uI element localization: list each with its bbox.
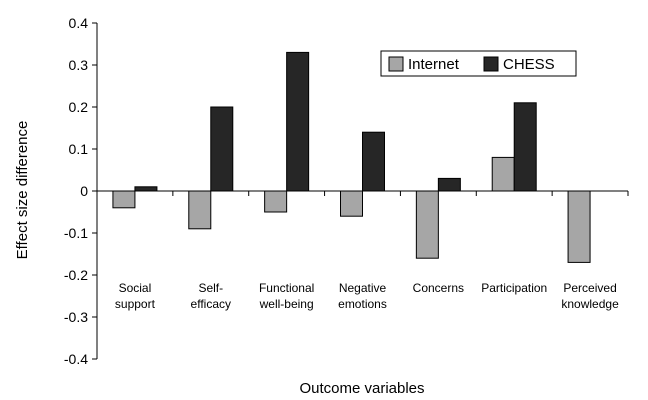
y-tick-label: -0.4 [64,351,88,367]
bar-chess-0 [134,186,158,192]
y-tick-label: 0 [80,183,88,199]
category-label: emotions [338,297,387,311]
y-tick-label: -0.2 [64,267,88,283]
bar-chess-4 [437,177,461,192]
category-label: Social [119,281,152,295]
category-label: Perceived [563,281,616,295]
category-label: efficacy [191,297,231,311]
category-label: well-being [259,297,314,311]
bar-internet-3 [340,190,363,217]
category-label: knowledge [561,297,619,311]
x-axis-title: Outcome variables [299,380,424,397]
legend-swatch-internet [388,56,404,72]
category-label: support [115,297,156,311]
bar-chess-5 [513,102,537,192]
legend-swatch-chess [483,56,499,72]
bar-internet-6 [567,190,591,263]
y-axis-title: Effect size difference [14,121,31,260]
x-axis [96,190,629,196]
bar-internet-2 [264,190,288,213]
bar-internet-1 [188,190,212,230]
legend: Internet CHESS [380,50,577,77]
category-label: Functional [259,281,314,295]
bar-chess-1 [210,106,234,192]
category-label: Self- [198,281,223,295]
category-label: Concerns [413,281,464,295]
bars [112,51,591,263]
y-tick-label: 0.3 [69,57,89,73]
y-tick-label: 0.4 [69,15,89,31]
category-labels: Social support Self-efficacy Functional well… [115,281,619,311]
bar-chess-2 [286,51,310,192]
category-label: Participation [481,281,547,295]
legend-label-internet: Internet [408,56,460,73]
bar-internet-4 [415,190,439,259]
y-tick-label: -0.3 [64,309,88,325]
legend-box [380,50,577,77]
y-axis: 0.4 0.3 0.2 0.1 0 -0.1 -0.2 -0.3 -0.4 [64,15,98,367]
y-tick-label: 0.2 [69,99,89,115]
legend-label-chess: CHESS [503,56,555,73]
y-tick-label: -0.1 [64,225,88,241]
y-tick-label: 0.1 [69,141,89,157]
bar-internet-5 [491,156,515,192]
category-label: Negative [339,281,387,295]
bar-internet-0 [112,190,136,209]
bar-chess-3 [362,131,385,192]
